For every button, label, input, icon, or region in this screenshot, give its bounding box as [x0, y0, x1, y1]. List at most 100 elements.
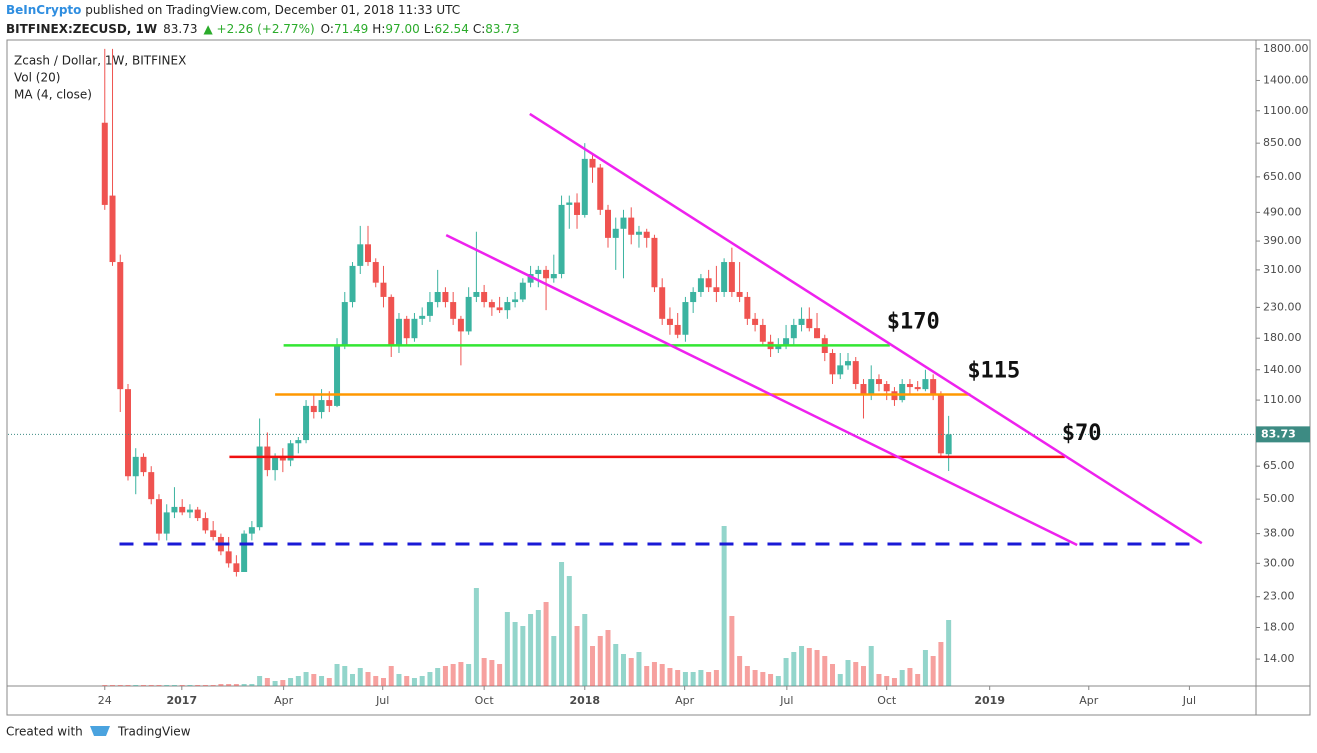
candle-body — [922, 379, 929, 390]
x-tick-label: Jul — [375, 694, 389, 707]
candle-body — [380, 282, 387, 297]
volume-bar — [202, 685, 208, 686]
y-tick-label: 650.00 — [1263, 170, 1302, 183]
volume-bar — [357, 668, 363, 686]
volume-bar — [698, 670, 704, 686]
candle-body — [365, 244, 371, 263]
volume-bar — [280, 680, 286, 686]
footer-created: Created with — [6, 725, 83, 739]
candle-body — [728, 262, 735, 292]
author[interactable]: BeInCrypto — [6, 3, 81, 17]
header-line-2: BITFINEX:ZECUSD, 1W 83.73 ▲ +2.26 (+2.77%)… — [6, 22, 520, 36]
candle-body — [125, 389, 131, 477]
candle-body — [388, 296, 395, 346]
volume-bar — [257, 676, 263, 686]
volume-bar — [520, 626, 526, 686]
candle-body — [550, 274, 557, 279]
last: 83.73 — [163, 22, 197, 36]
volume-bar — [915, 674, 921, 686]
candle-body — [194, 509, 201, 519]
volume-bar — [845, 660, 851, 686]
candle-body — [233, 563, 240, 572]
volume-bar — [551, 636, 557, 686]
c-label: C: — [473, 22, 485, 36]
legend-title: Zcash / Dollar, 1W, BITFINEX — [14, 54, 186, 68]
volume-bar — [334, 664, 340, 686]
l-value: 62.54 — [434, 22, 468, 36]
volume-bar — [930, 656, 936, 686]
y-tick-label: 390.00 — [1263, 234, 1302, 247]
volume-bar — [760, 672, 766, 686]
h-value: 97.00 — [385, 22, 419, 36]
level-label: $115 — [967, 358, 1020, 383]
volume-bar — [682, 672, 688, 686]
volume-bar — [690, 672, 696, 686]
volume-bar — [559, 562, 565, 686]
volume-bar — [466, 664, 472, 686]
volume-bar — [272, 681, 278, 686]
footer-brand[interactable]: TradingView — [117, 725, 191, 739]
volume-bar — [171, 685, 177, 686]
y-tick-label: 14.00 — [1263, 652, 1295, 665]
volume-bar — [342, 666, 348, 686]
candle-body — [581, 158, 588, 215]
volume-bar — [891, 678, 897, 686]
volume-bar — [543, 602, 549, 686]
candle-body — [272, 456, 279, 471]
volume-bar — [458, 662, 464, 686]
candle-body — [612, 228, 619, 238]
volume-bar — [303, 672, 309, 686]
y-tick-label: 50.00 — [1263, 492, 1295, 505]
candle-body — [457, 318, 464, 332]
volume-bar — [435, 668, 441, 686]
y-tick-label: 850.00 — [1263, 136, 1302, 149]
volume-bar — [837, 674, 843, 686]
volume-bar — [528, 614, 534, 686]
candle-body — [783, 338, 790, 346]
candle-body — [535, 269, 542, 275]
legend-vol: Vol (20) — [14, 71, 60, 85]
candle-body — [140, 456, 147, 473]
candle-body — [295, 440, 302, 444]
volume-bar — [613, 644, 619, 686]
volume-bar — [744, 666, 750, 686]
volume-bar — [117, 685, 123, 686]
candle-body — [837, 365, 844, 375]
candle-body — [937, 394, 944, 454]
volume-bar — [442, 666, 448, 686]
candle-body — [519, 282, 526, 300]
volume-bar — [814, 650, 820, 686]
volume-bar — [396, 674, 402, 686]
candle-body — [465, 296, 472, 332]
y-tick-label: 1400.00 — [1263, 73, 1309, 86]
candle-body — [481, 291, 488, 303]
volume-bar — [288, 678, 294, 686]
candle-body — [736, 291, 743, 297]
candle-body — [721, 262, 728, 292]
volume-bar — [876, 674, 882, 686]
candle-body — [496, 307, 503, 311]
candle-body — [635, 231, 642, 235]
candle-body — [790, 324, 797, 339]
o-value: 71.49 — [334, 22, 368, 36]
volume-bar — [319, 676, 325, 686]
volume-bar — [110, 685, 116, 686]
volume-bar — [721, 526, 727, 686]
candle-body — [798, 318, 805, 325]
y-tick-label: 1800.00 — [1263, 42, 1309, 55]
candle-body — [186, 509, 193, 513]
volume-bar — [535, 610, 541, 686]
candle-body — [504, 302, 511, 311]
candle-body — [163, 512, 170, 534]
y-tick-label: 23.00 — [1263, 590, 1295, 603]
y-tick-label: 230.00 — [1263, 300, 1302, 313]
o-label: O: — [321, 22, 334, 36]
candle-body — [326, 400, 333, 406]
candle-body — [628, 217, 635, 235]
x-tick-label: Oct — [877, 694, 897, 707]
volume-bar — [822, 656, 828, 686]
volume-bar — [373, 676, 379, 686]
candle-body — [775, 345, 782, 350]
candle-body — [945, 434, 952, 455]
candle-body — [101, 122, 108, 205]
